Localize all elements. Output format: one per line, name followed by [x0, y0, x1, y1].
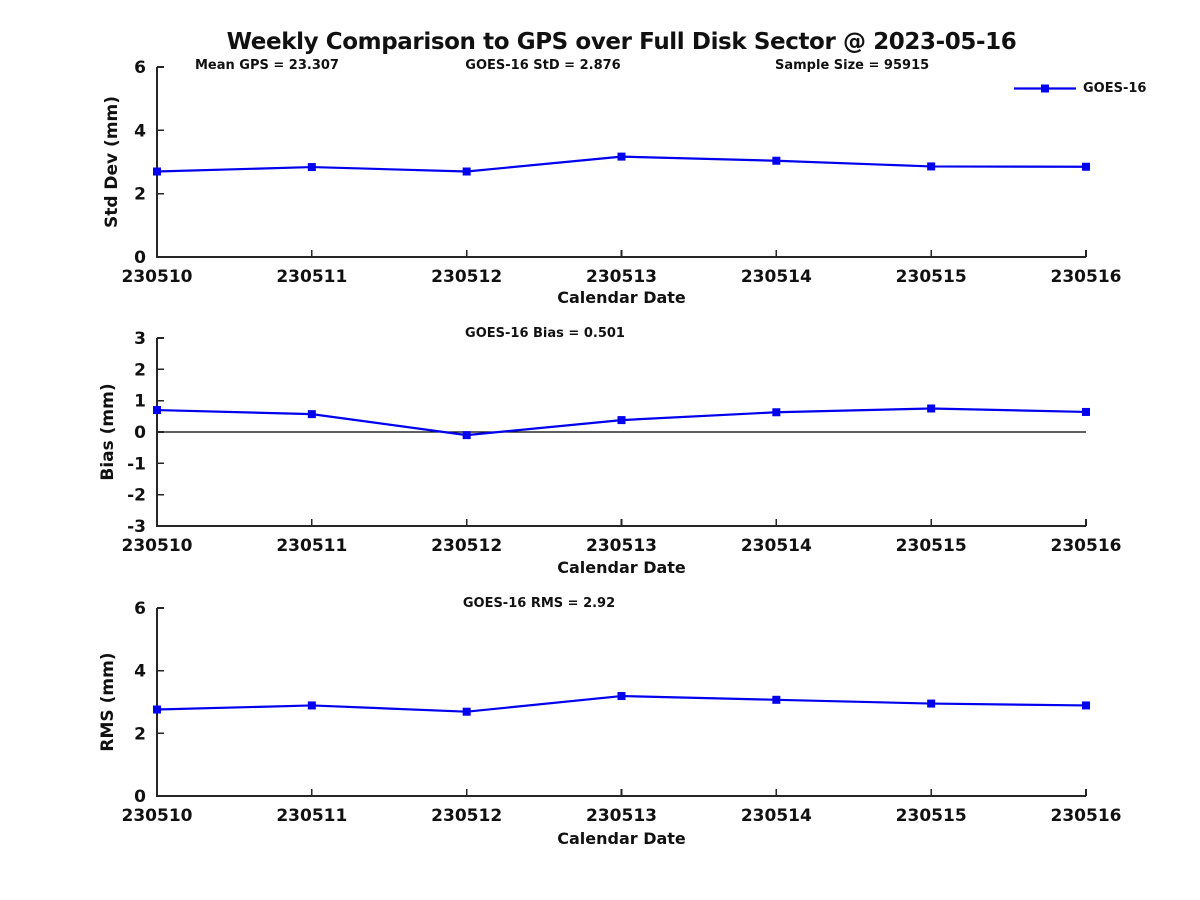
- plot-1-series-markers: [153, 404, 1090, 440]
- plot-0-series-markers: [153, 152, 1090, 176]
- plot-2-ytick-label: 0: [134, 787, 146, 807]
- plot-1-xtick-label: 230515: [896, 536, 967, 556]
- plot-1-xtick-label: 230513: [586, 536, 657, 556]
- plot-0-xtick-label: 230511: [276, 267, 347, 287]
- plot-2-ytick-label: 6: [134, 599, 146, 619]
- std-annotation: GOES-16 StD = 2.876: [465, 58, 621, 73]
- plot-0-xtick-label: 230515: [896, 267, 967, 287]
- plot-1-xtick-label: 230514: [741, 536, 812, 556]
- plot-0-xtick-label: 230514: [741, 267, 812, 287]
- plot-1-axes: [156, 337, 1087, 527]
- legend-line-marker-icon: [1014, 84, 1076, 93]
- plot-0-ytick-label: 0: [134, 248, 146, 268]
- bias-x-axis-label: Calendar Date: [557, 558, 686, 577]
- plot-1-ytick-label: 2: [134, 360, 146, 380]
- plot-1-ytick-label: -1: [127, 454, 146, 474]
- plot-1-xtick-label: 230511: [276, 536, 347, 556]
- plot-0-ytick-label: 2: [134, 185, 146, 205]
- sample-size-annotation: Sample Size = 95915: [775, 58, 930, 73]
- plot-1-xtick-label: 230512: [431, 536, 502, 556]
- rms-plot-title: GOES-16 RMS = 2.92: [462, 596, 616, 611]
- plot-2-series-markers: [153, 692, 1090, 716]
- plot-1-xtick-label: 230510: [122, 536, 193, 556]
- plot-2: 0 2 4 6 230510 230511 230512 230513 230514 230515…: [122, 599, 1122, 826]
- plot-1: -3 -2 -1 0 1 2 3 230510 230511 230512 230513 230514…: [122, 329, 1122, 556]
- plot-2-ytick-label: 2: [134, 724, 146, 744]
- plot-1-ytick-label: 1: [134, 392, 146, 412]
- plot-1-ytick-label: 0: [134, 423, 146, 443]
- plot-2-xtick-label: 230515: [896, 806, 967, 826]
- plot-0-xtick-label: 230513: [586, 267, 657, 287]
- plot-1-ytick-label: -2: [127, 486, 146, 506]
- plot-0-xtick-label: 230510: [122, 267, 193, 287]
- bias-plot-title: GOES-16 Bias = 0.501: [465, 326, 625, 341]
- plot-1-ytick-label: 3: [134, 329, 146, 349]
- legend-label: GOES-16: [1083, 81, 1147, 96]
- plot-2-xtick-label: 230513: [586, 806, 657, 826]
- figure-title: Weekly Comparison to GPS over Full Disk …: [226, 29, 1017, 55]
- plot-2-axes: [156, 607, 1087, 797]
- plot-0-xtick-label: 230512: [431, 267, 502, 287]
- plot-0-xtick-label: 230516: [1051, 267, 1122, 287]
- plot-2-xtick-label: 230514: [741, 806, 812, 826]
- rms-x-axis-label: Calendar Date: [557, 829, 686, 848]
- mean-gps-annotation: Mean GPS = 23.307: [195, 58, 339, 73]
- plot-1-ytick-label: -3: [127, 517, 146, 537]
- plot-0-ytick-label: 4: [134, 121, 146, 141]
- plot-2-xtick-label: 230516: [1051, 806, 1122, 826]
- plot-2-ytick-label: 4: [134, 662, 146, 682]
- plot-2-xtick-label: 230510: [122, 806, 193, 826]
- legend: GOES-16: [1014, 80, 1146, 97]
- plot-0: 0 2 4 6 230510 230511 230512 230513 230514 230515…: [122, 58, 1122, 287]
- plot-2-xtick-label: 230511: [276, 806, 347, 826]
- plot-0-ytick-label: 6: [134, 58, 146, 78]
- stddev-x-axis-label: Calendar Date: [557, 288, 686, 307]
- plot-2-xtick-label: 230512: [431, 806, 502, 826]
- plot-0-axes: [156, 66, 1087, 258]
- plot-1-xtick-label: 230516: [1051, 536, 1122, 556]
